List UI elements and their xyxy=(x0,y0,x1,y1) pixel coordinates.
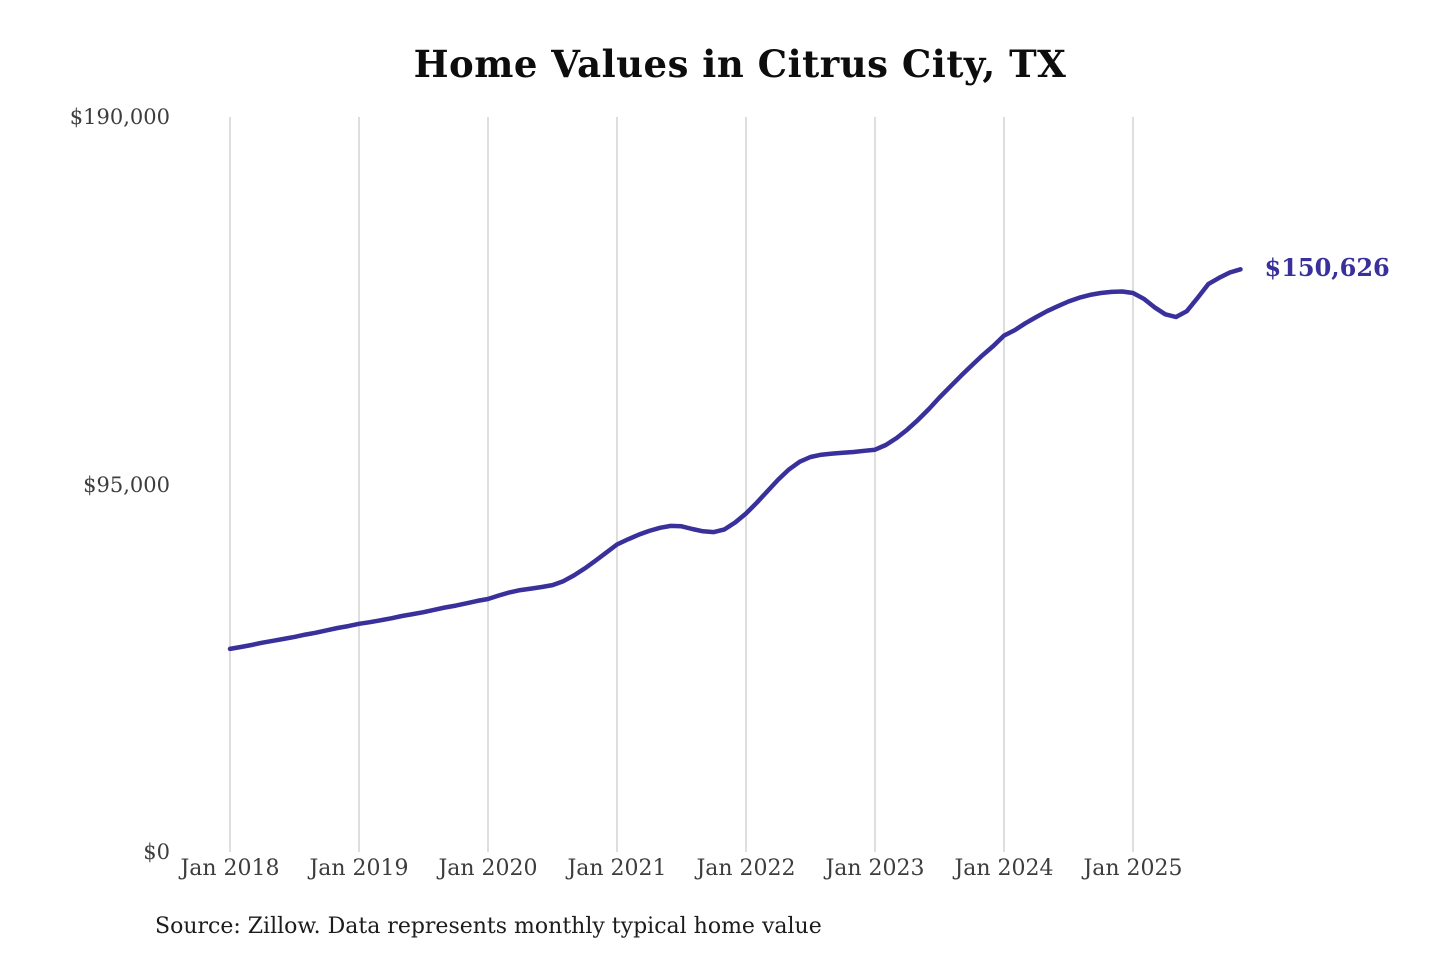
y-tick-label: $0 xyxy=(143,840,170,864)
x-axis: Jan 2018 Jan 2019 Jan 2020 Jan 2021 Jan 2022… xyxy=(0,856,1440,890)
chart-title: Home Values in Citrus City, TX xyxy=(413,42,1067,86)
x-tick-label: Jan 2020 xyxy=(438,856,538,881)
end-value-label: $150,626 xyxy=(1264,253,1390,283)
x-tick-label: Jan 2019 xyxy=(309,856,409,881)
home-value-line xyxy=(227,267,1243,652)
x-tick-label: Jan 2025 xyxy=(1083,856,1183,881)
y-axis: $0 $95,000 $190,000 xyxy=(0,0,170,960)
y-tick-label: $190,000 xyxy=(69,105,170,129)
x-tick-label: Jan 2023 xyxy=(825,856,925,881)
x-tick-label: Jan 2024 xyxy=(954,856,1054,881)
x-tick-label: Jan 2021 xyxy=(567,856,667,881)
x-tick-label: Jan 2018 xyxy=(180,856,280,881)
source-note: Source: Zillow. Data represents monthly … xyxy=(155,914,822,939)
y-tick-label: $95,000 xyxy=(83,472,170,497)
x-tick-label: Jan 2022 xyxy=(696,856,796,881)
